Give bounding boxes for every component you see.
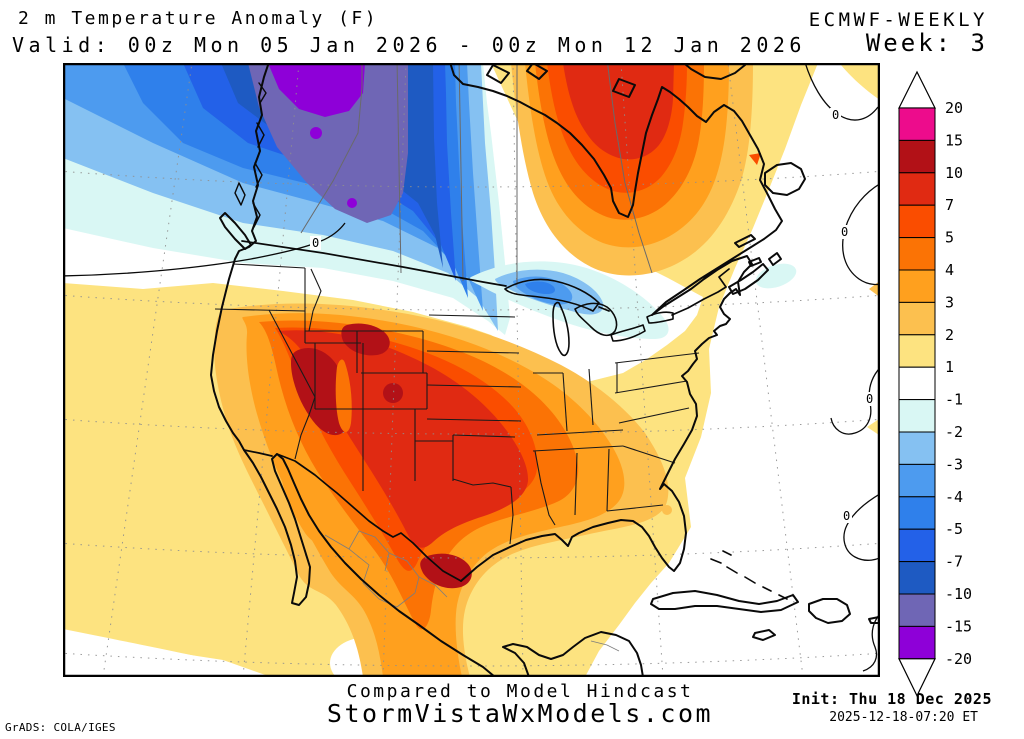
yucatan-coast bbox=[502, 631, 644, 677]
colorbar-segment bbox=[898, 204, 936, 239]
great-lakes bbox=[504, 278, 674, 357]
colorbar-arrow-up bbox=[898, 70, 936, 109]
colorbar-segment bbox=[898, 334, 936, 368]
valid-period: Valid: 00z Mon 05 Jan 2026 - 00z Mon 12 … bbox=[12, 33, 806, 57]
contour-label: 0 bbox=[312, 236, 319, 250]
cold-m15-20 bbox=[268, 63, 365, 117]
colorbar-tick-label: 4 bbox=[945, 261, 954, 279]
colorbar-segment bbox=[898, 463, 936, 498]
sw-warm-10-15-core bbox=[383, 383, 403, 403]
us-mexico-border bbox=[243, 449, 462, 582]
colorbar-tick-label: -1 bbox=[945, 391, 963, 409]
lakes-m4-5 bbox=[525, 281, 555, 294]
contour-label: 0 bbox=[866, 392, 873, 406]
colorbar-segment bbox=[898, 237, 936, 271]
newfoundland bbox=[764, 162, 806, 196]
colorbar-segment bbox=[898, 172, 936, 206]
cold-m10-15 bbox=[248, 63, 408, 223]
cold-m15-20-spot bbox=[347, 198, 357, 208]
mainland-coast bbox=[210, 63, 496, 677]
colorbar-segment bbox=[898, 528, 936, 563]
lake-michigan bbox=[552, 301, 570, 357]
fjord-texture bbox=[234, 82, 267, 228]
colorbar-tick-label: 7 bbox=[945, 196, 954, 214]
colorbar-segment bbox=[898, 139, 936, 174]
colorbar-tick-label: -2 bbox=[945, 423, 963, 441]
coastlines bbox=[210, 63, 880, 677]
colorbar-tick-label: 20 bbox=[945, 99, 963, 117]
province-borders bbox=[300, 63, 653, 285]
colorbar-tick-label: -5 bbox=[945, 520, 963, 538]
lake-erie bbox=[610, 324, 646, 342]
contour-label: 0 bbox=[843, 509, 850, 523]
colorbar-segment bbox=[898, 366, 936, 401]
warm-1-2-wedge2 bbox=[867, 418, 880, 436]
colorbar-tick-label: 5 bbox=[945, 229, 954, 247]
contour-label: 0 bbox=[841, 225, 848, 239]
contour-label: 0 bbox=[832, 108, 839, 122]
jamaica bbox=[752, 629, 776, 641]
site-watermark: StormVistaWxModels.com bbox=[326, 699, 714, 728]
pei bbox=[748, 257, 762, 267]
cold-m15-20-spot bbox=[310, 127, 322, 139]
page-title: 2 m Temperature Anomaly (F) bbox=[18, 8, 379, 29]
sw-warm-10-15-core bbox=[291, 347, 350, 436]
mexico-state-borders bbox=[324, 530, 620, 652]
colorbar-segment bbox=[898, 301, 936, 336]
colorbar-segment bbox=[898, 431, 936, 465]
colorbar-segment bbox=[898, 107, 936, 141]
init-timestamp: 2025-12-18-07:20 ET bbox=[829, 710, 978, 725]
colorbar-tick-label: -15 bbox=[945, 617, 972, 635]
graticule bbox=[63, 63, 880, 677]
gulf-atlantic-coast bbox=[449, 63, 783, 582]
hispaniola bbox=[808, 598, 851, 624]
colorbar-tick-label: -3 bbox=[945, 455, 963, 473]
colorbar-tick-label: 10 bbox=[945, 164, 963, 182]
zero-contour-labels: 0 0 0 0 0 bbox=[310, 108, 875, 523]
colorbar-segment bbox=[898, 593, 936, 627]
atlantic-m1-2-spot bbox=[755, 263, 797, 289]
florida-warm-dot bbox=[662, 505, 672, 515]
state-borders bbox=[214, 263, 700, 545]
hindcast-note: Compared to Model Hindcast bbox=[346, 681, 694, 702]
vancouver-island bbox=[219, 212, 252, 250]
lake-superior bbox=[504, 278, 600, 312]
sw-warm-streak bbox=[335, 359, 352, 432]
colorbar-tick-label: -4 bbox=[945, 488, 963, 506]
colorbar-tick-label: 2 bbox=[945, 326, 954, 344]
white-pocket-sw-ocean bbox=[63, 629, 268, 677]
colorbar-segment bbox=[898, 496, 936, 530]
colorbar-segment bbox=[898, 625, 936, 660]
lake-ontario bbox=[646, 311, 674, 324]
init-date: Init: Thu 18 Dec 2025 bbox=[791, 690, 992, 708]
lake-huron bbox=[574, 302, 618, 337]
colorbar-tick-label: 3 bbox=[945, 293, 954, 311]
colorbar-tick-label: -7 bbox=[945, 553, 963, 571]
colorbar-tick-label: 1 bbox=[945, 358, 954, 376]
colorbar-segment bbox=[898, 561, 936, 595]
warm-1-2-corner bbox=[839, 63, 880, 100]
anticosti bbox=[734, 234, 756, 248]
arctic-islands bbox=[486, 63, 747, 98]
colorbar-segment bbox=[898, 399, 936, 433]
bahamas bbox=[710, 550, 788, 600]
ne-warm-spot bbox=[749, 153, 761, 165]
anomaly-map: 0 0 0 0 0 bbox=[63, 63, 880, 677]
colorbar-arrow-down bbox=[898, 658, 936, 698]
anomaly-fields bbox=[63, 63, 880, 677]
nova-scotia bbox=[728, 252, 782, 295]
colorbar-segment bbox=[898, 269, 936, 303]
colorbar: 20 15 10 7 5 4 3 2 1 -1 -2 -3 -4 -5 -7 -10 -15 -20 bbox=[898, 70, 972, 698]
colorbar-tick-label: 15 bbox=[945, 131, 963, 149]
map-frame bbox=[63, 63, 880, 677]
model-name: ECMWF-WEEKLY bbox=[808, 9, 988, 31]
grads-credit: GrADS: COLA/IGES bbox=[5, 721, 116, 734]
week-label: Week: 3 bbox=[865, 29, 988, 57]
colorbar-tick-label: -10 bbox=[945, 585, 972, 603]
cuba bbox=[650, 590, 799, 613]
colorbar-tick-label: -20 bbox=[945, 650, 972, 668]
